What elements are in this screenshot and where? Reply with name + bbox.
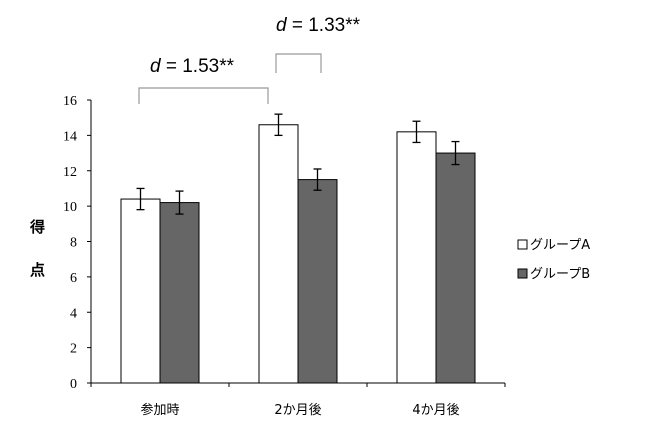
- annotation-1-symbol: d: [150, 56, 162, 77]
- annotation-2: d = 1.33**: [276, 15, 361, 36]
- x-category-label: 参加時: [140, 402, 179, 418]
- legend-swatch-b: [517, 268, 528, 279]
- bar-group-a: [120, 198, 161, 384]
- bar-group-b: [435, 152, 476, 384]
- x-category-label: 4か月後: [412, 403, 459, 418]
- bars-layer: [120, 124, 476, 384]
- y-tick-label: 8: [70, 236, 77, 251]
- y-tick-label: 2: [70, 342, 77, 357]
- legend-label-a: グループA: [530, 238, 590, 253]
- y-tick-label: 10: [63, 200, 77, 215]
- y-axis-label-2: 点: [30, 261, 45, 279]
- y-ticks: 0 2 4 6 8 10 12 14 16: [63, 94, 91, 392]
- bar-group-a: [396, 131, 437, 384]
- error-bar: [412, 120, 421, 144]
- y-tick-label: 6: [70, 271, 77, 286]
- bar-group-b: [297, 179, 338, 384]
- error-bar: [136, 187, 145, 211]
- bar-group-b: [159, 202, 200, 384]
- annotation-1-value: = 1.53**: [161, 56, 235, 77]
- legend: グループA グループB: [517, 238, 590, 282]
- x-category-label: 2か月後: [274, 403, 321, 418]
- bracket-2-line: [275, 53, 322, 73]
- significance-bracket-2: d = 1.33**: [275, 15, 361, 73]
- legend-swatch-a: [517, 239, 528, 250]
- error-bar: [274, 113, 283, 137]
- y-tick-label: 0: [70, 377, 77, 392]
- y-tick-label: 14: [63, 129, 77, 144]
- y-tick-label: 12: [63, 165, 77, 180]
- annotation-2-symbol: d: [276, 15, 288, 36]
- annotation-2-value: = 1.33**: [287, 15, 361, 36]
- error-bar: [313, 168, 322, 191]
- error-bars-layer: [136, 113, 460, 215]
- bracket-1-line: [138, 87, 269, 104]
- y-tick-label: 16: [63, 94, 77, 109]
- bar-group-a: [258, 124, 299, 384]
- significance-bracket-1: d = 1.53**: [138, 56, 269, 104]
- annotation-1: d = 1.53**: [150, 56, 235, 77]
- error-bar: [175, 190, 184, 215]
- legend-label-b: グループB: [530, 267, 590, 282]
- x-ticks: 参加時 2か月後 4か月後: [90, 383, 506, 418]
- y-tick-label: 4: [70, 306, 77, 321]
- y-axis-label-1: 得: [29, 218, 45, 236]
- error-bar: [451, 140, 460, 166]
